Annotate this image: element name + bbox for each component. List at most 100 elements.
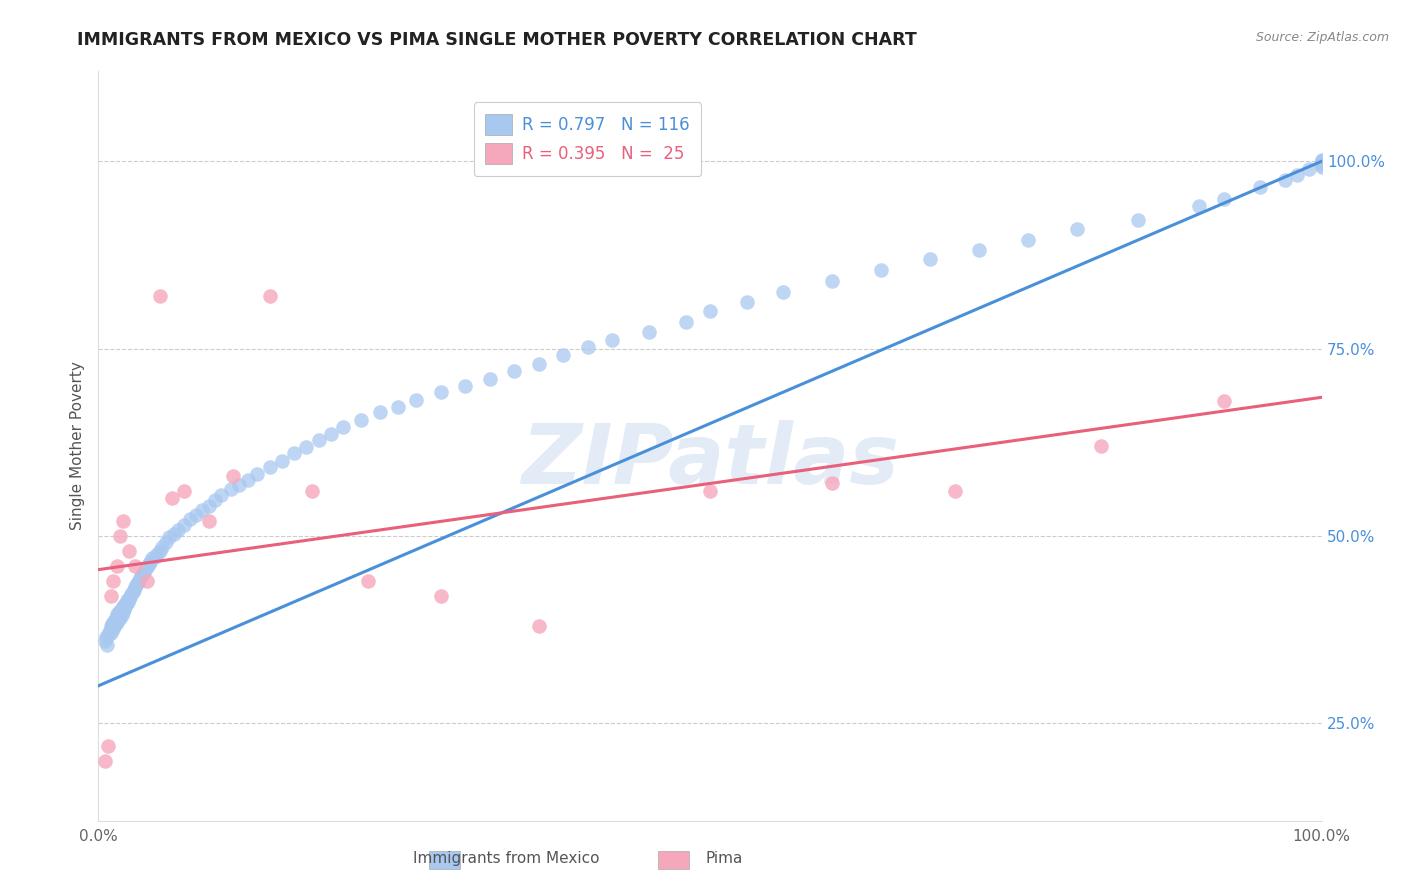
Point (160, 491, 183, 506)
Point (553, 348, 575, 362)
Point (97, 628, 120, 642)
Text: Immigrants from Mexico: Immigrants from Mexico (413, 851, 599, 865)
Point (128, 574, 150, 588)
Point (173, 517, 195, 532)
Point (136, 574, 159, 588)
Legend: R = 0.797   N = 116, R = 0.395   N =  25: R = 0.797 N = 116, R = 0.395 N = 25 (474, 103, 702, 176)
Point (1310, 155, 1333, 169)
Point (209, 488, 232, 502)
Point (129, 571, 152, 585)
Point (637, 325, 661, 339)
Point (405, 392, 427, 407)
Point (503, 364, 526, 378)
Point (141, 551, 163, 566)
Point (105, 607, 128, 621)
Point (1286, 168, 1309, 182)
Point (111, 605, 134, 619)
Point (98, 624, 121, 639)
Point (104, 617, 127, 632)
Point (772, 285, 794, 300)
Point (100, 619, 122, 633)
Point (120, 587, 142, 601)
Point (112, 602, 135, 616)
Point (1274, 173, 1296, 187)
Point (124, 580, 146, 594)
Point (1310, 161, 1333, 175)
Point (1310, 154, 1333, 169)
Point (100, 626, 122, 640)
Point (1310, 158, 1333, 172)
Point (93, 633, 115, 648)
Point (1188, 199, 1211, 213)
Point (131, 567, 153, 582)
Point (301, 483, 323, 498)
Point (699, 304, 721, 318)
Point (120, 591, 142, 605)
Point (527, 357, 550, 371)
Point (121, 585, 143, 599)
Point (149, 289, 172, 303)
Point (350, 413, 373, 427)
Point (103, 619, 125, 633)
Point (155, 535, 177, 549)
Point (821, 274, 844, 288)
Point (191, 502, 214, 516)
Point (1310, 155, 1333, 169)
Text: Source: ZipAtlas.com: Source: ZipAtlas.com (1256, 31, 1389, 45)
Point (157, 530, 180, 544)
Point (356, 574, 378, 588)
Point (179, 512, 201, 526)
Point (149, 544, 172, 558)
Point (319, 427, 342, 442)
Y-axis label: Single Mother Poverty: Single Mother Poverty (69, 361, 84, 531)
Point (101, 622, 124, 636)
Point (186, 508, 208, 522)
Point (134, 563, 156, 577)
Point (136, 560, 159, 574)
Point (920, 252, 942, 266)
Point (1212, 394, 1234, 409)
Point (173, 483, 195, 498)
Point (107, 613, 129, 627)
Point (110, 611, 132, 625)
Point (112, 598, 135, 612)
Point (197, 514, 219, 528)
Point (246, 467, 269, 482)
Point (222, 469, 245, 483)
Point (118, 591, 141, 606)
Point (228, 478, 250, 492)
Point (1298, 161, 1320, 176)
Point (111, 600, 134, 615)
Point (735, 295, 758, 310)
Point (93, 754, 115, 768)
Point (1128, 212, 1150, 227)
Point (104, 611, 127, 625)
Point (943, 483, 966, 498)
Point (105, 610, 128, 624)
Point (125, 578, 148, 592)
Point (332, 420, 354, 434)
Point (1212, 192, 1234, 206)
Point (1090, 439, 1112, 453)
Point (219, 483, 242, 497)
Point (967, 243, 990, 257)
Point (163, 527, 186, 541)
Point (127, 575, 149, 590)
Point (101, 574, 124, 588)
Point (107, 608, 129, 623)
Point (101, 620, 124, 634)
Point (167, 523, 190, 537)
Point (132, 565, 155, 579)
Point (110, 529, 132, 543)
Point (270, 454, 294, 468)
Point (1310, 154, 1333, 169)
Point (1017, 233, 1039, 247)
Point (259, 460, 281, 475)
Point (108, 610, 131, 624)
Point (96, 638, 118, 652)
Point (454, 379, 477, 393)
Point (143, 549, 166, 564)
Point (110, 604, 132, 618)
Point (1249, 180, 1271, 194)
Point (105, 615, 128, 629)
